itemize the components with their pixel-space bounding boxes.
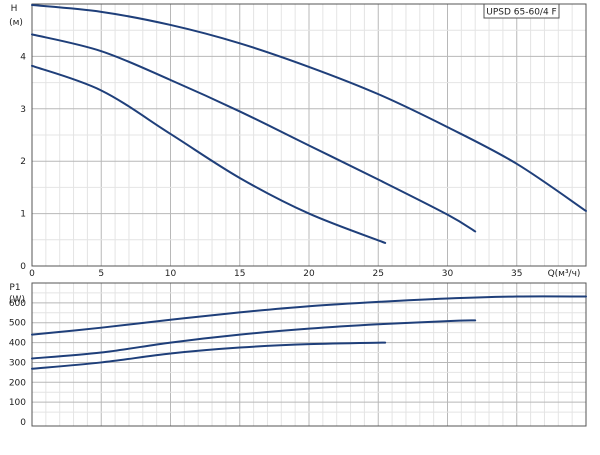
- head-y-tick-label: 0: [20, 262, 26, 272]
- head-x-tick-label: 20: [303, 269, 315, 279]
- head-x-tick-label: 5: [98, 269, 104, 279]
- power-y-tick-label: 100: [9, 398, 26, 408]
- power-curve-3: [31, 341, 387, 370]
- power-y-tick-label: 500: [9, 319, 26, 329]
- head-curve-2: [31, 33, 477, 233]
- head-curve-1: [31, 4, 587, 212]
- head-x-tick-label: 0: [29, 269, 35, 279]
- head-x-tick-label: 35: [511, 269, 522, 279]
- power-curve-2: [31, 319, 477, 360]
- power-curve-1: [31, 295, 587, 336]
- chart-title: UPSD 65-60/4 F: [486, 8, 556, 18]
- head-x-tick-label: 30: [442, 269, 454, 279]
- power-y-tick-label: 200: [9, 378, 26, 388]
- power-y-tick-label: 600: [9, 299, 26, 309]
- power-y-axis-label: P1: [9, 283, 20, 293]
- power-chart-panel: 0 100 200 300 400 500 600 P1 (W): [9, 282, 587, 428]
- head-x-tick-label: 25: [373, 269, 384, 279]
- head-plot-frame: [31, 3, 587, 267]
- head-y-axis-unit: (м): [9, 18, 23, 28]
- head-y-tick-label: 4: [20, 52, 26, 62]
- head-x-axis-label: Q(м³/ч): [548, 269, 581, 279]
- head-x-tick-label: 15: [234, 269, 245, 279]
- power-y-tick-label: 300: [9, 358, 26, 368]
- head-y-axis-label: H: [11, 4, 18, 14]
- head-curve-3: [31, 64, 387, 244]
- head-chart-panel: 0 1 2 3 4 0 5 10 15 20 25 30 35 H (м) UPSD 65-60/4 F…: [9, 3, 587, 279]
- head-y-tick-label: 1: [20, 210, 26, 220]
- power-y-axis-unit: (W): [9, 295, 25, 305]
- chart-title-box: UPSD 65-60/4 F: [483, 3, 560, 19]
- power-plot-frame: [31, 282, 587, 427]
- head-y-tick-label: 2: [20, 157, 26, 167]
- power-y-tick-label: 400: [9, 339, 26, 349]
- head-x-tick-label: 10: [165, 269, 177, 279]
- power-y-tick-label: 0: [20, 418, 26, 428]
- head-y-tick-label: 3: [20, 105, 26, 115]
